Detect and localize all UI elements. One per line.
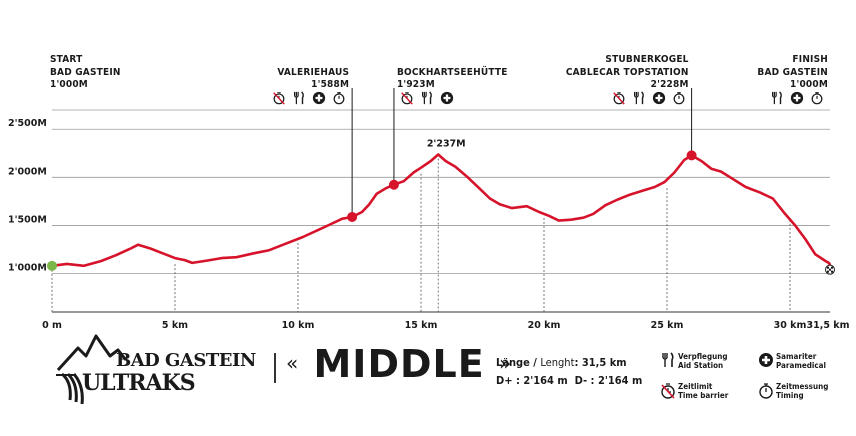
stopwatch-icon <box>811 92 823 105</box>
station-name-line: STUBNERKOGEL <box>605 54 689 65</box>
time-barrier-icon <box>612 92 625 105</box>
length-label-en: Lenght <box>540 356 575 369</box>
legend-timing-en: Timing <box>776 391 804 400</box>
x-tick-label-0: 0 m <box>42 320 62 331</box>
legend-timing-de: Zeitmessung <box>776 382 829 391</box>
x-tick-label-1: 5 km <box>162 320 188 331</box>
station-icons-1 <box>272 90 346 106</box>
d-plus: D+ : 2'164 m <box>496 374 568 387</box>
time-barrier-icon <box>273 92 285 105</box>
station-name-line: BOCKHARTSEEHÜTTE <box>396 66 508 78</box>
fork-knife-icon <box>294 91 305 105</box>
station-marker-3 <box>686 150 697 161</box>
station-elevation: 1'000M <box>50 79 88 90</box>
fork-knife-icon <box>662 352 674 367</box>
paramedical-cross-icon <box>652 91 665 105</box>
station-icons-2 <box>400 90 454 106</box>
stopwatch-icon <box>759 383 773 399</box>
station-label-4: FINISH BAD GASTEIN 1'000M <box>757 54 828 92</box>
station-name-line: VALERIEHAUS <box>277 66 350 78</box>
y-tick-label-0: 1'000M <box>8 263 47 274</box>
time-barrier-icon <box>401 92 413 105</box>
station-marker-1 <box>347 211 358 222</box>
x-tick-label-6: 30 km <box>774 320 807 331</box>
legend-medic-en: Paramedical <box>776 361 826 370</box>
bad-gastein-ultraks-logo: BAD GASTEIN ULTRAKS <box>52 330 272 410</box>
paramedical-cross-icon <box>440 91 454 105</box>
x-tick-label-3: 15 km <box>405 320 438 331</box>
paramedical-cross-icon <box>759 353 773 367</box>
length-value: : 31,5 km <box>574 356 627 369</box>
legend-medic-de: Samariter <box>776 352 817 361</box>
station-label-0: START BAD GASTEIN 1'000M <box>50 54 121 92</box>
y-tick-label-1: 1'500M <box>8 214 47 225</box>
y-tick-label-3: 2'500M <box>8 118 47 129</box>
x-tick-label-4: 20 km <box>528 320 561 331</box>
station-name-line: BAD GASTEIN <box>50 66 121 78</box>
station-elevation: 1'588M <box>311 79 350 90</box>
legend-barrier-en: Time barrier <box>678 391 729 400</box>
elevation-profile-chart: 1'000M 1'500M 2'000M 2'500M 0 m 5 km 10 km 15 k… <box>8 88 850 331</box>
station-elevation: 1'000M <box>790 79 828 90</box>
station-elevation: 2'228M <box>650 79 689 90</box>
race-title: « MIDDLE » <box>286 342 512 386</box>
station-name-line: START <box>50 54 83 65</box>
length-row: Länge / Lenght: 31,5 km <box>496 354 642 372</box>
station-label-3: STUBNERKOGEL CABLECAR TOPSTATION 2'228M <box>566 54 689 92</box>
legend-aid-en: Aid Station <box>678 361 724 370</box>
x-tick-label-5: 25 km <box>651 320 684 331</box>
station-icons-4 <box>770 90 824 106</box>
elevation-row: D+ : 2'164 m D- : 2'164 m <box>496 372 642 390</box>
station-marker-start <box>47 260 57 271</box>
station-label-1: VALERIEHAUS 1'588M <box>277 67 349 92</box>
footer-divider <box>274 353 276 383</box>
race-title-close-quote: » <box>498 350 513 375</box>
elevation-line <box>50 153 832 272</box>
fork-knife-icon <box>633 91 644 105</box>
fork-knife-icon <box>421 91 432 105</box>
station-marker-finish <box>825 264 835 275</box>
fork-knife-icon <box>772 91 782 105</box>
race-stats: Länge / Lenght: 31,5 km D+ : 2'164 m D- … <box>496 354 642 390</box>
station-name-line: FINISH <box>792 54 828 65</box>
paramedical-cross-icon <box>790 91 804 105</box>
logo-text-ultraks: ULTRAKS <box>82 370 196 396</box>
time-barrier-icon <box>661 383 675 399</box>
logo-text-bad-gastein: BAD GASTEIN <box>116 350 256 371</box>
station-name-line: CABLECAR TOPSTATION <box>565 66 689 78</box>
x-tick-label-2: 10 km <box>282 320 315 331</box>
station-icons-3 <box>612 90 686 106</box>
mountain-logo-icon <box>56 334 128 405</box>
station-elevation: 1'923M <box>396 79 435 90</box>
y-tick-label-2: 2'000M <box>8 166 47 177</box>
x-tick-label-7: 31,5 km <box>807 320 850 331</box>
legend-barrier-de: Zeitlimit <box>678 382 713 391</box>
d-minus: D- : 2'164 m <box>574 374 643 387</box>
legend-aid-de: Verpflegung <box>678 352 728 361</box>
paramedical-cross-icon <box>312 91 326 105</box>
stopwatch-icon <box>333 92 345 105</box>
race-title-open-quote: « <box>286 350 300 375</box>
length-label-de: Länge <box>496 356 530 369</box>
station-label-2: BOCKHARTSEEHÜTTE 1'923M <box>397 67 508 92</box>
peak-label: 2'237M <box>427 139 466 150</box>
station-name-line: BAD GASTEIN <box>757 66 828 78</box>
station-marker-2 <box>388 179 399 190</box>
race-title-name: MIDDLE <box>313 342 485 386</box>
length-sep: / <box>529 356 541 369</box>
stopwatch-icon <box>673 92 685 105</box>
